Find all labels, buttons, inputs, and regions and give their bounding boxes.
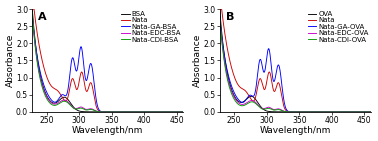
Nata-CDI-OVA bbox=[349, 111, 354, 113]
OVA bbox=[235, 99, 239, 101]
Line: Nata-CDI-BSA: Nata-CDI-BSA bbox=[32, 13, 183, 112]
OVA bbox=[282, 111, 287, 113]
Line: Nata-EDC-OVA: Nata-EDC-OVA bbox=[220, 20, 371, 112]
Line: OVA: OVA bbox=[220, 11, 371, 112]
BSA bbox=[94, 111, 99, 113]
OVA bbox=[276, 111, 280, 113]
Nata-GA-BSA bbox=[88, 63, 92, 65]
Nata-EDC-OVA bbox=[276, 108, 280, 110]
BSA bbox=[56, 100, 61, 102]
Line: Nata: Nata bbox=[220, 9, 371, 112]
Nata-GA-OVA bbox=[244, 99, 248, 100]
Nata-EDC-OVA bbox=[366, 111, 370, 113]
Line: Nata-EDC-BSA: Nata-EDC-BSA bbox=[32, 16, 183, 112]
Nata-EDC-OVA bbox=[235, 101, 239, 102]
Nata-GA-BSA bbox=[181, 111, 186, 113]
Nata-GA-BSA bbox=[56, 98, 61, 100]
Legend: BSA, Nata, Nata-GA-BSA, Nata-EDC-BSA, Nata-CDI-BSA: BSA, Nata, Nata-GA-BSA, Nata-EDC-BSA, Na… bbox=[121, 10, 182, 43]
Nata bbox=[369, 111, 373, 113]
Nata-EDC-OVA bbox=[369, 111, 373, 113]
Nata bbox=[181, 111, 186, 113]
BSA bbox=[181, 111, 186, 113]
Y-axis label: Absorbance: Absorbance bbox=[193, 34, 202, 87]
Nata-CDI-OVA bbox=[244, 104, 248, 105]
OVA bbox=[218, 10, 222, 12]
Nata bbox=[88, 82, 92, 84]
Nata-EDC-OVA bbox=[282, 110, 287, 112]
Nata-CDI-BSA bbox=[56, 103, 61, 105]
Y-axis label: Absorbance: Absorbance bbox=[6, 34, 15, 87]
Text: B: B bbox=[226, 12, 234, 22]
Nata-GA-BSA bbox=[162, 111, 166, 113]
Line: Nata: Nata bbox=[32, 9, 183, 112]
Nata-GA-OVA bbox=[235, 97, 239, 99]
Nata-GA-BSA bbox=[178, 111, 183, 113]
Nata-GA-BSA bbox=[30, 15, 34, 17]
Line: BSA: BSA bbox=[32, 9, 183, 112]
BSA bbox=[30, 8, 34, 10]
Legend: OVA, Nata, Nata-GA-OVA, Nata-EDC-OVA, Nata-CDI-OVA: OVA, Nata, Nata-GA-OVA, Nata-EDC-OVA, Na… bbox=[307, 10, 369, 43]
OVA bbox=[244, 99, 248, 100]
Nata-CDI-BSA bbox=[94, 111, 99, 112]
Nata-GA-BSA bbox=[94, 102, 99, 103]
Nata-EDC-OVA bbox=[349, 111, 354, 113]
Nata-CDI-OVA bbox=[276, 109, 280, 110]
BSA bbox=[178, 111, 183, 113]
Nata bbox=[366, 111, 370, 113]
Nata bbox=[276, 82, 280, 84]
Nata-EDC-BSA bbox=[88, 108, 92, 110]
Nata-CDI-BSA bbox=[30, 12, 34, 13]
Nata-GA-OVA bbox=[282, 102, 287, 103]
Nata-CDI-BSA bbox=[88, 109, 92, 110]
BSA bbox=[162, 111, 166, 113]
Nata-GA-OVA bbox=[369, 111, 373, 113]
OVA bbox=[369, 111, 373, 113]
Nata-GA-OVA bbox=[276, 65, 280, 67]
Nata-CDI-OVA bbox=[235, 102, 239, 104]
Nata-EDC-OVA bbox=[218, 19, 222, 21]
Nata bbox=[56, 91, 61, 92]
Nata-EDC-BSA bbox=[47, 100, 52, 102]
Nata bbox=[162, 111, 166, 113]
Nata-EDC-BSA bbox=[162, 111, 166, 113]
Nata-CDI-OVA bbox=[282, 111, 287, 112]
Nata bbox=[244, 91, 248, 92]
Nata-CDI-OVA bbox=[366, 111, 370, 113]
Nata bbox=[178, 111, 183, 113]
Line: Nata-GA-OVA: Nata-GA-OVA bbox=[220, 19, 371, 112]
OVA bbox=[366, 111, 370, 113]
Nata bbox=[282, 107, 287, 108]
Nata bbox=[349, 111, 354, 113]
Line: Nata-GA-BSA: Nata-GA-BSA bbox=[32, 16, 183, 112]
Nata bbox=[94, 107, 99, 108]
Nata-EDC-BSA bbox=[181, 111, 186, 113]
Nata-GA-BSA bbox=[47, 96, 52, 98]
Text: A: A bbox=[38, 12, 47, 22]
Nata-EDC-BSA bbox=[30, 15, 34, 17]
Nata-CDI-BSA bbox=[181, 111, 186, 113]
X-axis label: Wavelength/nm: Wavelength/nm bbox=[260, 126, 331, 136]
Nata-CDI-BSA bbox=[47, 102, 52, 103]
Nata-CDI-OVA bbox=[218, 18, 222, 19]
Line: Nata-CDI-OVA: Nata-CDI-OVA bbox=[220, 18, 371, 112]
Nata bbox=[47, 82, 52, 84]
Nata-CDI-BSA bbox=[178, 111, 183, 113]
BSA bbox=[47, 99, 52, 101]
Nata bbox=[218, 8, 222, 10]
Nata-CDI-OVA bbox=[369, 111, 373, 113]
Nata-EDC-BSA bbox=[178, 111, 183, 113]
Nata-EDC-OVA bbox=[244, 102, 248, 104]
Nata-GA-OVA bbox=[366, 111, 370, 113]
Nata-GA-OVA bbox=[349, 111, 354, 113]
X-axis label: Wavelength/nm: Wavelength/nm bbox=[72, 126, 143, 136]
Nata-GA-OVA bbox=[218, 18, 222, 20]
Nata-EDC-BSA bbox=[94, 110, 99, 112]
Nata bbox=[235, 82, 239, 84]
Nata-CDI-BSA bbox=[162, 111, 166, 113]
OVA bbox=[349, 111, 354, 113]
BSA bbox=[88, 111, 92, 113]
Nata-EDC-BSA bbox=[56, 102, 61, 104]
Nata bbox=[30, 8, 34, 10]
